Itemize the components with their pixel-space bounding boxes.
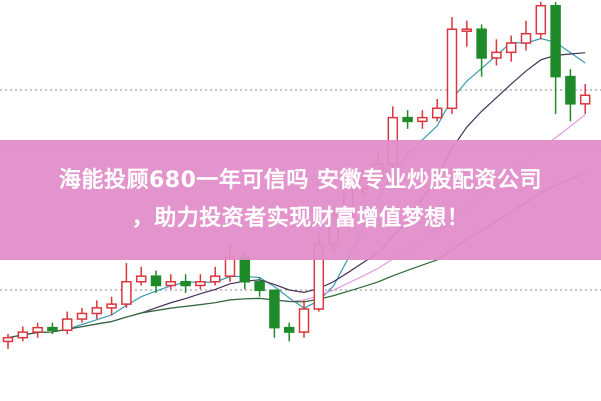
candle-body bbox=[431, 107, 443, 119]
candle-body bbox=[150, 275, 162, 287]
candle-body bbox=[32, 326, 43, 333]
candle-body bbox=[505, 42, 517, 54]
candle-body bbox=[209, 275, 221, 283]
candle-body bbox=[47, 326, 58, 331]
candle-body bbox=[565, 75, 576, 105]
moving-average-line-ma5 bbox=[7, 37, 586, 339]
candle-body bbox=[195, 281, 206, 287]
candle-body bbox=[579, 94, 591, 105]
candle-body bbox=[550, 4, 561, 78]
candle-body bbox=[520, 32, 532, 44]
candle-body bbox=[254, 281, 265, 292]
title-banner: 海能投顾680一年可信吗 安徽专业炒股配资公司 ，助力投资者实现财富增值梦想！ bbox=[0, 140, 601, 260]
candle-body bbox=[224, 256, 236, 277]
candle-body bbox=[76, 312, 88, 320]
candle-body bbox=[17, 331, 29, 339]
candle-body bbox=[121, 281, 132, 305]
candle-body bbox=[417, 116, 428, 123]
candle-body bbox=[91, 307, 103, 315]
candle-body bbox=[283, 326, 295, 333]
banner-title-line-1: 海能投顾680一年可信吗 安徽专业炒股配资公司 bbox=[58, 168, 543, 193]
candle-body bbox=[135, 275, 147, 283]
candle-body bbox=[491, 51, 502, 59]
candle-body bbox=[239, 256, 251, 283]
candle-body bbox=[402, 116, 413, 123]
candle-body bbox=[446, 28, 458, 110]
candle-body bbox=[535, 4, 547, 35]
banner-title-line-2: ，助力投资者实现财富增值梦想！ bbox=[131, 206, 470, 231]
candle-body bbox=[298, 308, 310, 333]
candle-body bbox=[269, 289, 280, 329]
candle-body bbox=[61, 318, 73, 331]
candle-body bbox=[461, 28, 473, 32]
candle-body bbox=[2, 336, 14, 343]
candle-body bbox=[165, 281, 177, 287]
candle-body bbox=[476, 28, 487, 59]
candle-body bbox=[180, 281, 191, 287]
candle-body bbox=[106, 303, 117, 309]
